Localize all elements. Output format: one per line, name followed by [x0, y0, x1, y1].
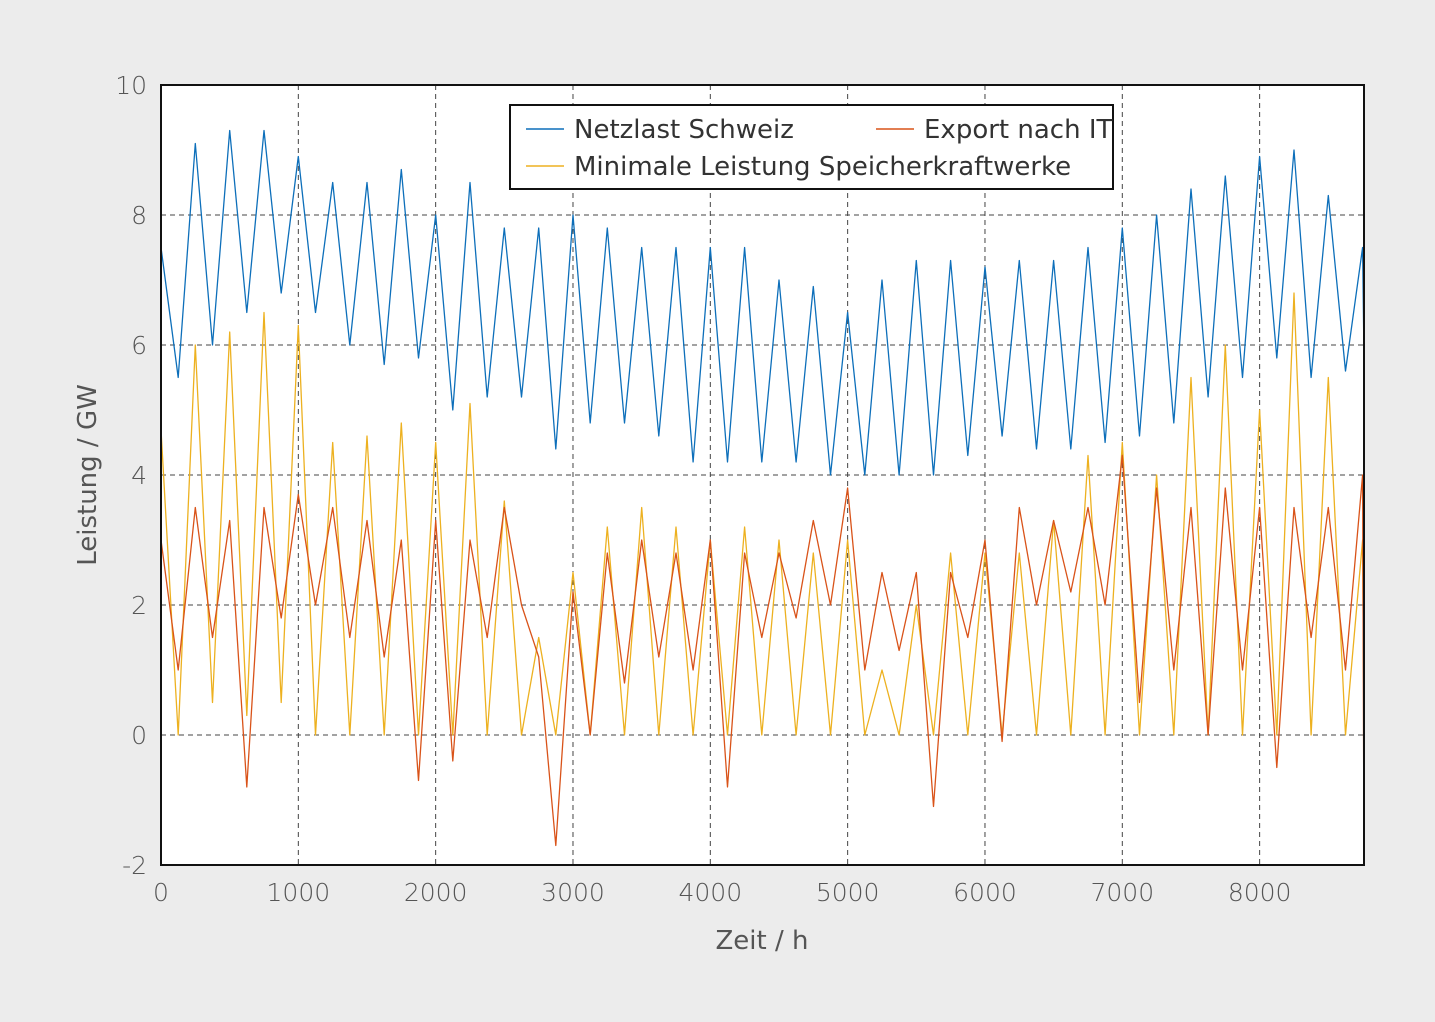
x-tick-label: 1000 — [267, 878, 331, 907]
y-tick-label: 10 — [115, 71, 147, 100]
y-tick-label: 4 — [131, 461, 147, 490]
x-axis-label: Zeit / h — [716, 926, 809, 956]
y-tick-label: 2 — [131, 591, 147, 620]
series-line-2 — [161, 454, 1364, 865]
legend: Netzlast Schweiz Export nach IT Minimale… — [509, 104, 1114, 190]
series-lines — [161, 129, 1364, 865]
x-tick-label: 3000 — [541, 878, 605, 907]
plot-frame — [160, 84, 1365, 866]
x-tick-label: 7000 — [1090, 878, 1154, 907]
x-tick-label: 4000 — [679, 878, 743, 907]
legend-label-export: Export nach IT — [924, 115, 1112, 145]
y-tick-label: 0 — [131, 721, 147, 750]
x-tick-label: 8000 — [1228, 878, 1292, 907]
legend-label-netzlast: Netzlast Schweiz — [574, 115, 794, 145]
x-tick-label: 0 — [153, 878, 169, 907]
series-line-0 — [161, 129, 1364, 476]
x-tick-label: 2000 — [404, 878, 468, 907]
legend-label-speicher: Minimale Leistung Speicherkraftwerke — [574, 152, 1071, 182]
x-tick-label: 5000 — [816, 878, 880, 907]
x-tick-label: 6000 — [953, 878, 1017, 907]
y-axis-label: Leistung / GW — [73, 384, 103, 566]
y-tick-label: 8 — [131, 201, 147, 230]
y-tick-label: 6 — [131, 331, 147, 360]
y-tick-label: -2 — [122, 851, 147, 880]
tick-labels: 0 1000 2000 3000 4000 5000 6000 7000 8000-202468… — [115, 71, 1291, 907]
series-line-1 — [161, 292, 1364, 736]
